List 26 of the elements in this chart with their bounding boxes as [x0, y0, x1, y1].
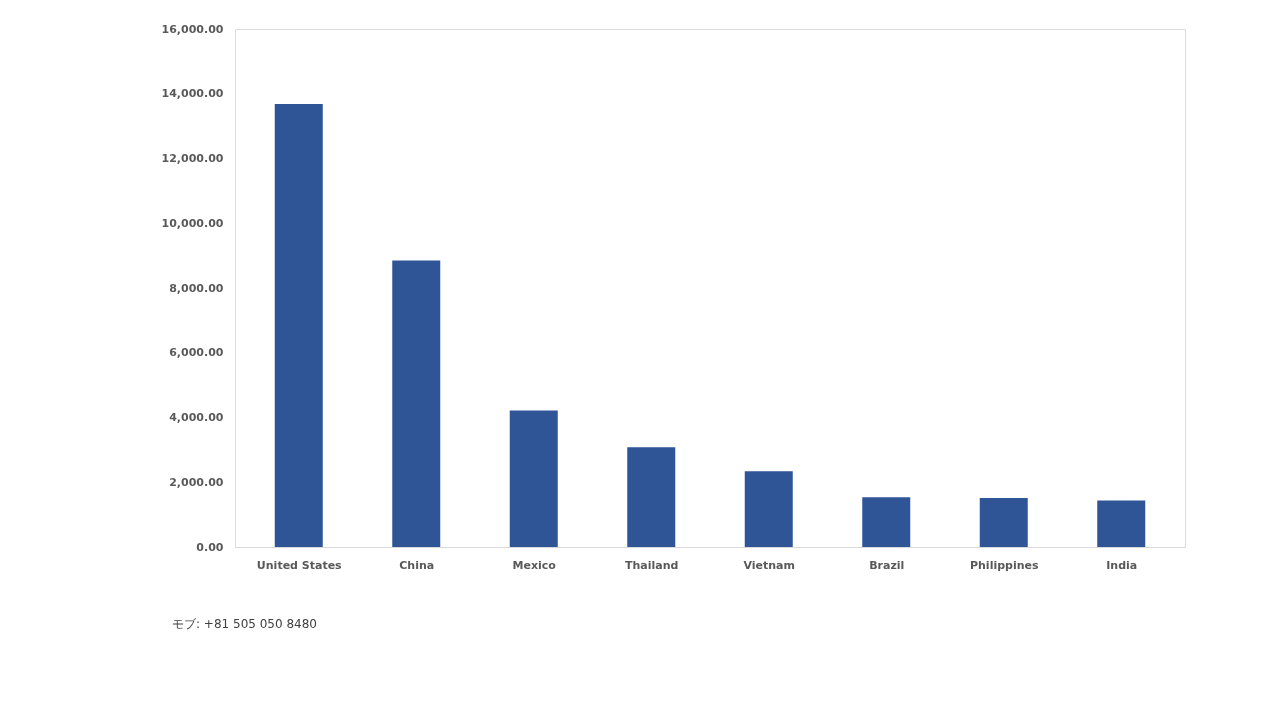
- y-tick-label: 6,000.00: [169, 346, 224, 360]
- bar: [979, 498, 1028, 547]
- bar: [274, 104, 323, 547]
- y-tick-label: 16,000.00: [161, 22, 224, 36]
- bar: [862, 497, 911, 547]
- y-tick-label: 4,000.00: [169, 411, 224, 424]
- bar: [1097, 500, 1146, 547]
- x-tick-label: United States: [256, 558, 343, 572]
- x-tick-label: Thailand: [625, 558, 679, 572]
- y-tick-label: 0.00: [196, 540, 224, 554]
- bar: [744, 471, 793, 547]
- x-tick-label: Brazil: [869, 558, 905, 572]
- bar: [627, 447, 676, 547]
- x-tick-label: Vietnam: [743, 558, 796, 572]
- x-tick-label: India: [1106, 558, 1138, 572]
- y-tick-label: 2,000.00: [169, 475, 224, 489]
- x-tick-label: Philippines: [969, 558, 1039, 572]
- x-tick-label: Mexico: [512, 558, 557, 572]
- bar: [392, 260, 441, 547]
- bar: [509, 410, 558, 547]
- y-tick-label: 8,000.00: [169, 281, 224, 295]
- x-tick-label: China: [399, 558, 435, 572]
- y-tick-label: 12,000.00: [161, 152, 224, 165]
- y-tick-label: 14,000.00: [161, 87, 224, 101]
- y-tick-label: 10,000.00: [161, 216, 224, 230]
- text: モブ: +81 505 050 8480: [172, 617, 317, 631]
